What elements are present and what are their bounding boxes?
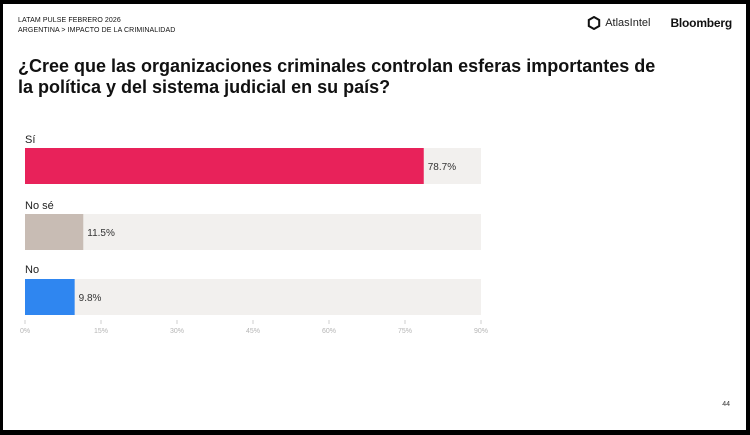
atlas-hexagon-icon (588, 16, 601, 30)
logos: AtlasIntel Bloomberg (587, 16, 732, 30)
bar-value-label: 78.7% (428, 162, 456, 173)
x-tick-label: 0% (20, 328, 30, 335)
bar-track (25, 214, 481, 250)
bar-track (25, 279, 481, 315)
bar (25, 214, 84, 250)
category-label: No sé (25, 200, 54, 212)
question-title: ¿Cree que las organizaciones criminales … (18, 56, 656, 97)
page-number: 44 (722, 401, 730, 408)
bar-value-label: 11.5% (87, 228, 115, 239)
atlasintel-logo-text: AtlasIntel (605, 17, 651, 29)
x-tick-label: 15% (94, 328, 108, 335)
survey-name: LATAM PULSE FEBRERO 2026 (18, 17, 121, 24)
x-tick-label: 75% (398, 328, 412, 335)
bloomberg-logo: Bloomberg (670, 16, 732, 30)
x-tick-label: 90% (474, 328, 488, 335)
category-label: Sí (25, 134, 35, 146)
x-tick-label: 30% (170, 328, 184, 335)
category-label: No (25, 264, 39, 276)
x-tick-label: 60% (322, 328, 336, 335)
atlasintel-logo: AtlasIntel (587, 16, 650, 30)
x-tick-label: 45% (246, 328, 260, 335)
bar (25, 279, 75, 315)
bar (25, 148, 424, 184)
header-meta: LATAM PULSE FEBRERO 2026 ARGENTINA > IMP… (18, 16, 175, 36)
bar-value-label: 9.8% (79, 293, 102, 304)
breadcrumb: ARGENTINA > IMPACTO DE LA CRIMINALIDAD (18, 27, 176, 34)
